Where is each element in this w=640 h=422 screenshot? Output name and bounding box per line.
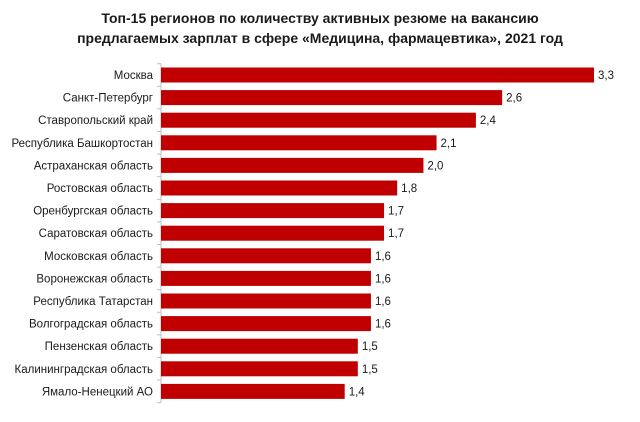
data-label: 1,6 (375, 251, 391, 263)
data-label: 1,7 (388, 228, 404, 240)
axis-layer (157, 63, 162, 404)
category-label: Ставропольский край (38, 115, 153, 127)
data-label: 2,6 (506, 93, 522, 105)
bar (161, 338, 358, 354)
data-label: 1,8 (401, 183, 417, 195)
data-label: 1,6 (375, 273, 391, 285)
data-label: 1,6 (375, 296, 391, 308)
data-label: 1,6 (375, 319, 391, 331)
bar (161, 180, 398, 196)
bar (161, 361, 358, 377)
category-label: Московская область (44, 251, 153, 263)
chart-title-line-1: Топ-15 регионов по количеству активных р… (101, 10, 539, 26)
bar (161, 248, 371, 264)
bar (161, 112, 476, 128)
labels-layer: Москва 3,3 Санкт-Петербург 2,6 Ставропольски… (11, 70, 614, 398)
category-label: Республика Татарстан (33, 296, 153, 308)
category-label: Ямало-Ненецкий АО (42, 386, 153, 398)
category-label: Калининградская область (15, 364, 153, 376)
category-label: Республика Башкортостан (11, 138, 153, 150)
bar (161, 135, 437, 151)
chart-title-line-2: предлагаемых зарплат в сфере «Медицина, … (77, 30, 563, 46)
data-label: 3,3 (598, 70, 614, 82)
category-label: Оренбургская область (33, 206, 153, 218)
category-label: Пензенская область (45, 341, 153, 353)
category-label: Ростовская область (47, 183, 153, 195)
data-label: 1,7 (388, 206, 404, 218)
bar (161, 293, 371, 309)
bar (161, 203, 385, 219)
chart-title: Топ-15 регионов по количеству активных р… (40, 8, 600, 48)
category-label: Саратовская область (39, 228, 153, 240)
category-label: Москва (114, 70, 154, 82)
data-label: 2,1 (441, 138, 457, 150)
category-label: Санкт-Петербург (63, 93, 153, 105)
data-label: 1,5 (362, 341, 378, 353)
category-label: Астраханская область (34, 160, 153, 172)
bars-layer (161, 67, 594, 399)
bar (161, 316, 371, 332)
bar (161, 157, 424, 173)
data-label: 1,4 (349, 386, 366, 398)
bar (161, 270, 371, 286)
bar (161, 67, 594, 83)
bar (161, 225, 385, 241)
bar (161, 383, 345, 399)
category-label: Волгоградская область (29, 319, 153, 331)
category-label: Воронежская область (36, 273, 153, 285)
data-label: 1,5 (362, 364, 378, 376)
data-label: 2,0 (427, 160, 443, 172)
data-label: 2,4 (480, 115, 497, 127)
bar (161, 90, 503, 106)
